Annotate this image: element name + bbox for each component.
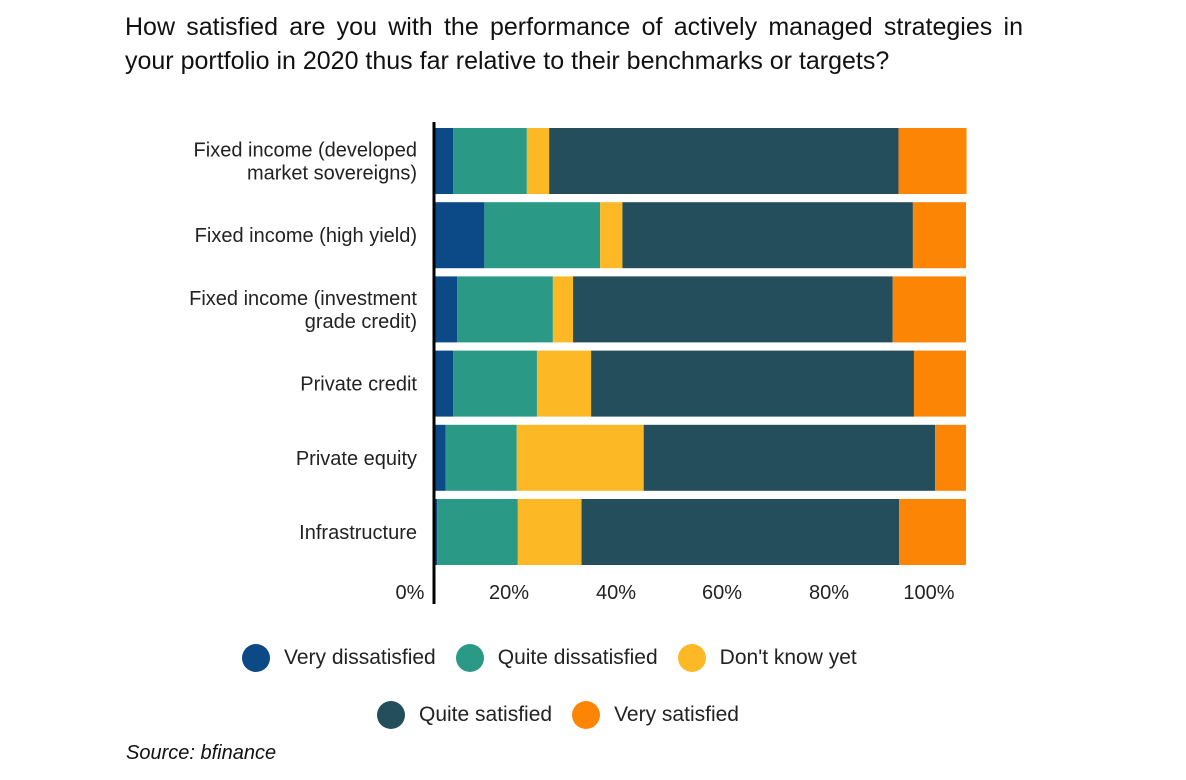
- legend-swatch-very-dissatisfied: [242, 644, 270, 672]
- bar-segment-very-dissatisfied-row-1: [435, 128, 454, 194]
- category-label-5: Private equity: [296, 448, 417, 470]
- bar-segment-quite-satisfied-row-4: [591, 350, 914, 417]
- legend-item-don-t-know-yet: Don't know yet: [677, 644, 857, 672]
- category-label-3: Fixed income (investment grade credit): [189, 288, 417, 333]
- bar-segment-very-dissatisfied-row-2: [435, 202, 485, 269]
- source-note: Source: bfinance: [126, 742, 277, 764]
- bar-segment-very-satisfied-row-3: [892, 276, 966, 343]
- x-tick-label-60pct: 60%: [702, 582, 742, 604]
- bar-segment-very-satisfied-row-6: [899, 499, 966, 565]
- legend-swatch-very-satisfied: [572, 701, 601, 729]
- legend-label-don-t-know-yet: Don't know yet: [719, 646, 857, 669]
- legend-label-quite-dissatisfied: Quite dissatisfied: [497, 646, 658, 669]
- bar-segment-quite-dissatisfied-row-6: [437, 499, 518, 565]
- x-tick-label-100pct: 100%: [903, 582, 954, 604]
- bar-segment-very-dissatisfied-row-3: [435, 276, 458, 343]
- bar-segment-quite-dissatisfied-row-5: [445, 424, 517, 491]
- legend-label-quite-satisfied: Quite satisfied: [419, 703, 553, 726]
- bar-segment-quite-dissatisfied-row-1: [453, 128, 527, 194]
- legend-row-2: Quite satisfied Very satisfied: [377, 701, 759, 729]
- legend-label-very-dissatisfied: Very dissatisfied: [284, 646, 436, 669]
- category-label-1: Fixed income (developed market sovereigns…: [194, 140, 417, 185]
- x-tick-label-20pct: 20%: [489, 582, 529, 604]
- bar-segment-very-satisfied-row-4: [913, 350, 966, 417]
- bar-segment-quite-satisfied-row-6: [581, 499, 900, 565]
- bar-segment-don-t-know-yet-row-5: [516, 424, 644, 491]
- bar-segment-don-t-know-yet-row-2: [600, 202, 623, 269]
- stacked-bar-chart: Fixed income (developed market sovereigns…: [189, 122, 967, 604]
- legend-item-very-satisfied: Very satisfied: [572, 701, 739, 729]
- bar-segment-don-t-know-yet-row-1: [526, 128, 550, 194]
- legend-swatch-quite-satisfied: [377, 701, 405, 729]
- legend-swatch-don-t-know-yet: [677, 644, 706, 672]
- bar-segment-very-dissatisfied-row-6: [435, 499, 438, 565]
- bar-segment-don-t-know-yet-row-3: [552, 276, 574, 343]
- x-tick-label-0pct: 0%: [396, 582, 425, 604]
- bar-segment-don-t-know-yet-row-4: [536, 350, 592, 417]
- bar-segment-very-dissatisfied-row-4: [435, 350, 454, 417]
- x-tick-label-40pct: 40%: [596, 582, 636, 604]
- bar-segment-very-dissatisfied-row-5: [435, 424, 446, 491]
- bar-segment-very-satisfied-row-1: [898, 128, 967, 194]
- bar-segment-don-t-know-yet-row-6: [517, 499, 582, 565]
- bar-segment-quite-satisfied-row-1: [549, 128, 899, 194]
- bar-segment-quite-dissatisfied-row-3: [457, 276, 553, 343]
- x-tick-labels: 0% 20% 40% 60% 80% 100%: [396, 582, 955, 604]
- category-label-2: Fixed income (high yield): [195, 225, 417, 247]
- bar-segment-quite-dissatisfied-row-2: [484, 202, 601, 269]
- x-tick-label-80pct: 80%: [809, 582, 849, 604]
- legend-item-quite-satisfied: Quite satisfied: [377, 701, 552, 729]
- bar-segment-very-satisfied-row-2: [912, 202, 966, 269]
- bar-segment-quite-dissatisfied-row-4: [453, 350, 537, 417]
- bar-segment-quite-satisfied-row-3: [573, 276, 893, 343]
- bar-segment-very-satisfied-row-5: [935, 424, 966, 491]
- bar-segment-quite-satisfied-row-5: [643, 424, 936, 491]
- category-labels: Fixed income (developed market sovereigns…: [189, 140, 417, 545]
- legend-item-very-dissatisfied: Very dissatisfied: [242, 644, 436, 672]
- legend-swatch-quite-dissatisfied: [455, 644, 484, 672]
- bars-group: [435, 128, 967, 565]
- category-label-4: Private credit: [300, 374, 417, 396]
- bar-segment-quite-satisfied-row-2: [622, 202, 913, 269]
- legend-row-1: Very dissatisfied Quite dissatisfied Don't…: [242, 644, 877, 672]
- legend-item-quite-dissatisfied: Quite dissatisfied: [455, 644, 658, 672]
- legend-label-very-satisfied: Very satisfied: [614, 703, 739, 726]
- category-label-6: Infrastructure: [299, 522, 417, 544]
- chart-title: How satisfied are you with the performan…: [125, 13, 1023, 75]
